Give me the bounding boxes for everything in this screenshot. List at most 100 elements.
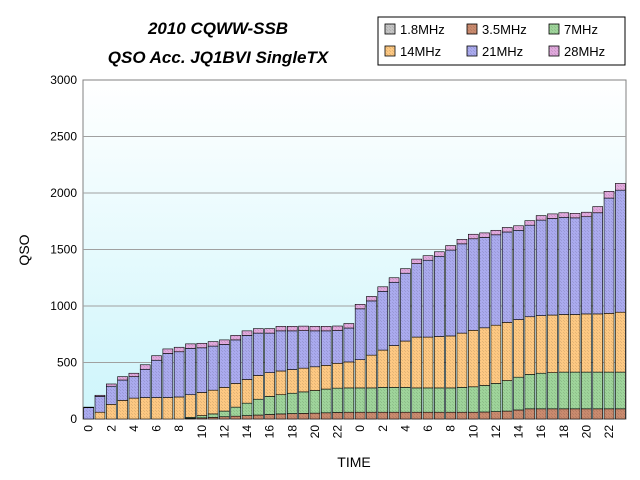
legend-label: 3.5MHz xyxy=(482,22,527,37)
legend-swatch-hatch xyxy=(467,24,477,34)
y-tick-label: 0 xyxy=(70,412,77,426)
bar-segment-hatch xyxy=(581,313,592,373)
x-tick-label: 22 xyxy=(331,425,345,439)
bar-segment-hatch xyxy=(219,411,230,417)
bar-segment-hatch xyxy=(411,337,422,388)
x-tick-label: 18 xyxy=(285,425,299,439)
bar-segment-hatch xyxy=(94,396,105,413)
bar-segment-hatch xyxy=(423,255,434,261)
x-axis-label: TIME xyxy=(337,454,370,470)
bar-segment-hatch xyxy=(219,387,230,412)
bar-segment-hatch xyxy=(366,300,377,356)
bar-segment-hatch xyxy=(592,212,603,314)
bar-segment-hatch xyxy=(174,347,185,352)
bar-segment-hatch xyxy=(434,412,445,419)
bar-segment-hatch xyxy=(400,273,411,342)
bar-segment-hatch xyxy=(321,389,332,413)
bar-segment-hatch xyxy=(208,341,219,347)
bar-segment-hatch xyxy=(434,251,445,257)
bar-segment-hatch xyxy=(343,412,354,419)
bar-segment-hatch xyxy=(377,387,388,413)
bar-segment-hatch xyxy=(355,412,366,419)
bar-segment-hatch xyxy=(513,409,524,419)
bar-segment-hatch xyxy=(366,296,377,301)
bar-segment-hatch xyxy=(400,412,411,419)
bar-segment-hatch xyxy=(196,415,207,418)
bar-segment-hatch xyxy=(615,312,626,373)
bar-segment-hatch xyxy=(287,326,298,331)
bar-segment-hatch xyxy=(264,396,275,415)
legend-swatch-hatch xyxy=(467,46,477,56)
bar-segment-hatch xyxy=(490,325,501,384)
bar-segment-hatch xyxy=(264,328,275,334)
bar-segment-hatch xyxy=(230,335,241,340)
bar-segment-hatch xyxy=(502,411,513,419)
bar-segment-hatch xyxy=(490,411,501,419)
bar-segment-hatch xyxy=(298,391,309,414)
bar-segment-hatch xyxy=(445,412,456,419)
bar-segment-hatch xyxy=(185,417,196,419)
x-tick-label: 12 xyxy=(489,425,503,439)
bar-segment-hatch xyxy=(128,398,139,419)
bar-segment-hatch xyxy=(524,220,535,226)
bar-segment-hatch xyxy=(524,374,535,409)
bar-segment-hatch xyxy=(411,263,422,338)
bar-segment-hatch xyxy=(264,372,275,397)
bar-segment-hatch xyxy=(174,396,185,419)
bar-segment-hatch xyxy=(117,376,128,381)
x-tick-label: 2 xyxy=(104,425,118,432)
bar-segment-hatch xyxy=(242,403,253,416)
bar-segment-hatch xyxy=(570,372,581,409)
bar-segment-hatch xyxy=(208,390,219,414)
y-tick-label: 2000 xyxy=(50,186,77,200)
bar-segment-hatch xyxy=(117,400,128,419)
bar-segment-hatch xyxy=(377,412,388,419)
legend-box xyxy=(377,16,626,66)
bar-segment-hatch xyxy=(513,377,524,410)
bar-segment-hatch xyxy=(366,412,377,419)
chart-title-line2: QSO Acc. JQ1BVI SingleTX xyxy=(108,48,330,67)
bar-segment-hatch xyxy=(456,387,467,413)
bar-segment-hatch xyxy=(83,407,94,419)
bar-segment-hatch xyxy=(389,412,400,419)
bar-segment-hatch xyxy=(434,256,445,337)
bar-segment-hatch xyxy=(456,239,467,244)
bar-segment-hatch xyxy=(332,388,343,413)
bar-segment-hatch xyxy=(332,330,343,364)
bar-segment-hatch xyxy=(174,351,185,397)
bar-segment-hatch xyxy=(287,369,298,394)
bar-segment-hatch xyxy=(94,395,105,397)
y-tick-label: 2500 xyxy=(50,130,77,144)
bar-segment-hatch xyxy=(355,304,366,309)
bar-segment-hatch xyxy=(253,415,264,419)
bar-segment-hatch xyxy=(479,327,490,386)
bar-segment-hatch xyxy=(185,348,196,395)
x-tick-label: 22 xyxy=(602,425,616,439)
bar-segment-hatch xyxy=(185,343,196,349)
bar-segment-hatch xyxy=(570,213,581,218)
bar-segment-hatch xyxy=(558,212,569,218)
bar-segment-hatch xyxy=(83,407,94,408)
x-tick-label: 10 xyxy=(195,425,209,439)
y-tick-label: 500 xyxy=(57,356,77,370)
bar-segment-hatch xyxy=(230,407,241,417)
bar-segment-hatch xyxy=(106,386,117,405)
bar-segment-hatch xyxy=(287,413,298,419)
legend-items: 1.8MHz 3.5MHz 7MHz 14MHz 21MHz 28MHz xyxy=(384,22,605,59)
bar-segment-hatch xyxy=(332,412,343,419)
y-tick-labels: 0 500 1000 1500 2000 2500 3000 xyxy=(50,73,77,426)
bar-segment-hatch xyxy=(389,345,400,388)
bar-segment-hatch xyxy=(242,415,253,419)
bar-segment-hatch xyxy=(208,346,219,391)
bar-segment-hatch xyxy=(411,387,422,413)
bar-segment-hatch xyxy=(253,375,264,400)
bar-segment-hatch xyxy=(570,408,581,419)
bar-segment-hatch xyxy=(581,408,592,419)
bar-segment-hatch xyxy=(411,259,422,264)
bar-segment-hatch xyxy=(321,330,332,366)
x-tick-label: 8 xyxy=(172,425,186,432)
legend-label: 1.8MHz xyxy=(400,22,445,37)
bar-segment-hatch xyxy=(94,412,105,419)
bar-segment-hatch xyxy=(264,333,275,373)
